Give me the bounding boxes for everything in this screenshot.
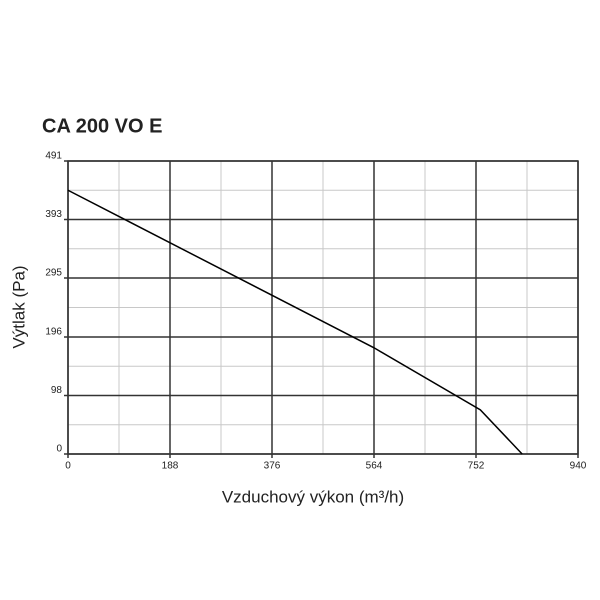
y-tick-label: 0 — [56, 444, 62, 455]
data-line — [67, 189, 523, 455]
x-tick-label: 0 — [65, 461, 71, 472]
x-tick-label: 940 — [570, 461, 587, 472]
x-tick-label: 564 — [366, 461, 383, 472]
chart-title: CA 200 VO E — [42, 115, 162, 137]
y-tick-label: 393 — [45, 209, 62, 220]
y-tick-label: 295 — [45, 268, 62, 279]
x-tick-label: 376 — [264, 461, 281, 472]
y-tick-label: 98 — [51, 385, 63, 396]
x-axis-label: Vzduchový výkon (m³/h) — [222, 487, 404, 506]
plot-frame — [67, 160, 579, 455]
x-tick-label: 188 — [162, 461, 179, 472]
y-tick-label: 196 — [45, 327, 62, 338]
y-tick-label: 491 — [45, 151, 62, 162]
x-tick-label: 752 — [468, 461, 485, 472]
y-axis-label: Výtlak (Pa) — [9, 265, 28, 348]
